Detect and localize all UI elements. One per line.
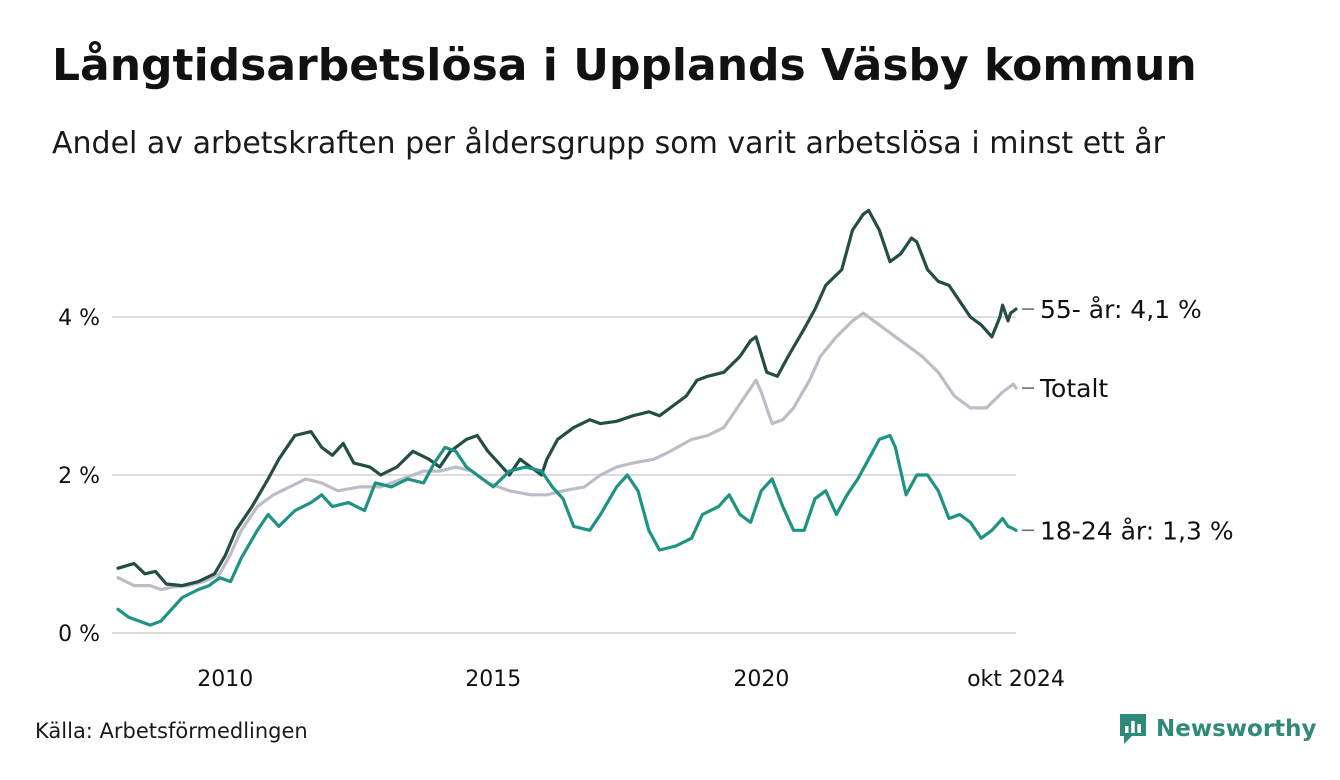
- series-line-totalt: [116, 311, 1018, 592]
- brand-name: Newsworthy: [1156, 716, 1317, 742]
- x-tick-label: 2020: [733, 667, 789, 692]
- newsworthy-logo-icon: [1120, 714, 1146, 744]
- y-tick-label: 4 %: [58, 306, 100, 331]
- series-end-label: 18-24 år: 1,3 %: [1040, 516, 1234, 545]
- series-end-label: 55- år: 4,1 %: [1040, 295, 1202, 324]
- x-tick-label: okt 2024: [967, 667, 1065, 692]
- chart-title: Långtidsarbetslösa i Upplands Väsby komm…: [52, 40, 1197, 91]
- y-tick-label: 2 %: [58, 464, 100, 489]
- series-end-label: Totalt: [1039, 374, 1108, 403]
- series-lines: [116, 208, 1018, 627]
- x-tick-label: 2010: [197, 667, 253, 692]
- series-line-55-r: [116, 208, 1018, 588]
- grid-lines: [112, 316, 1016, 634]
- source-note: Källa: Arbetsförmedlingen: [35, 719, 308, 743]
- y-tick-label: 0 %: [58, 622, 100, 647]
- newsworthy-brand[interactable]: Newsworthy: [1118, 712, 1317, 746]
- series-end-labels: 55- år: 4,1 % Totalt 18-24 år: 1,3 %: [1022, 295, 1234, 545]
- series-line-18-24-r: [116, 433, 1018, 627]
- chart-subtitle: Andel av arbetskraften per åldersgrupp s…: [52, 126, 1165, 161]
- y-axis-ticks: 0 % 2 % 4 %: [58, 306, 100, 647]
- x-tick-label: 2015: [465, 667, 521, 692]
- x-axis-ticks: 2010 2015 2020 okt 2024: [197, 667, 1065, 692]
